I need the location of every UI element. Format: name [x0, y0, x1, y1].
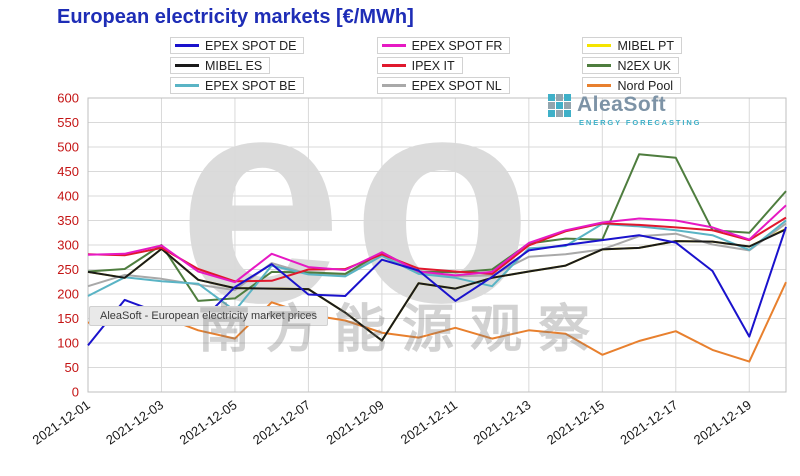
- x-tick-label: 2021-12-13: [470, 397, 533, 447]
- legend-item-n2ex-uk: N2EX UK: [582, 57, 679, 74]
- legend-item-epex-spot-be: EPEX SPOT BE: [170, 77, 304, 94]
- legend-label: EPEX SPOT FR: [411, 38, 503, 53]
- legend-item-epex-spot-nl: EPEX SPOT NL: [376, 77, 510, 94]
- y-tick-label: 50: [65, 360, 79, 375]
- y-tick-label: 150: [57, 311, 79, 326]
- legend-swatch: [587, 44, 612, 47]
- legend-swatch: [381, 64, 406, 67]
- plot-border: [87, 97, 787, 393]
- y-tick-label: 250: [57, 262, 79, 277]
- y-tick-label: 500: [57, 140, 79, 155]
- watermark-cjk: 南方能源观察: [198, 301, 607, 359]
- x-tick-label: 2021-12-09: [324, 397, 387, 447]
- y-tick-label: 300: [57, 238, 79, 253]
- y-tick-label: 100: [57, 336, 79, 351]
- legend-label: MIBEL ES: [205, 58, 263, 73]
- aleasoft-grid-icon: [548, 93, 571, 117]
- legend-label: IPEX IT: [411, 58, 455, 73]
- x-tick-label: 2021-12-19: [691, 397, 754, 447]
- source-note: AleaSoft - European electricity market p…: [89, 306, 329, 326]
- series-line-epex-spot-fr: [87, 204, 787, 284]
- y-tick-label: 450: [57, 164, 79, 179]
- legend-label: EPEX SPOT NL: [411, 78, 502, 93]
- legend-swatch: [175, 44, 199, 47]
- legend-swatch: [381, 84, 406, 87]
- x-tick-label: 2021-12-05: [177, 397, 240, 447]
- series-line-n2ex-uk: [87, 153, 787, 302]
- x-tick-label: 2021-12-07: [250, 397, 313, 447]
- series-line-nord-pool: [87, 281, 787, 363]
- legend-label: EPEX SPOT DE: [205, 38, 297, 53]
- legend-swatch: [175, 84, 199, 87]
- series-line-ipex-it: [87, 216, 787, 283]
- y-tick-label: 200: [57, 287, 79, 302]
- legend-swatch: [587, 64, 612, 67]
- x-tick-label: 2021-12-03: [103, 397, 166, 447]
- y-tick-label: 600: [57, 91, 79, 106]
- x-tick-label: 2021-12-17: [617, 397, 680, 447]
- legend-label: N2EX UK: [617, 58, 671, 73]
- y-tick-label: 0: [72, 385, 79, 400]
- aleasoft-logo-row: AleaSoft: [548, 93, 701, 117]
- legend-swatch: [175, 64, 199, 67]
- x-tick-label: 2021-12-11: [398, 397, 460, 447]
- legend-item-epex-spot-fr: EPEX SPOT FR: [376, 37, 511, 54]
- x-tick-label: 2021-12-01: [30, 397, 93, 447]
- chart-title: European electricity markets [€/MWh]: [57, 6, 414, 28]
- legend-label: EPEX SPOT BE: [205, 78, 296, 93]
- legend: EPEX SPOT DE MIBEL ES EPEX SPOT BE EPEX SPO…: [170, 37, 682, 94]
- legend-swatch: [381, 44, 406, 47]
- series-line-epex-spot-nl: [87, 222, 787, 292]
- y-tick-label: 400: [57, 189, 79, 204]
- legend-item-ipex-it: IPEX IT: [376, 57, 463, 74]
- aleasoft-logo-text: AleaSoft: [577, 93, 667, 116]
- x-tick-label: 2021-12-15: [544, 397, 607, 447]
- legend-item-nord-pool: Nord Pool: [582, 77, 682, 94]
- y-tick-label: 550: [57, 115, 79, 130]
- aleasoft-logo: AleaSoft ENERGY FORECASTING: [548, 93, 701, 127]
- aleasoft-logo-tagline: ENERGY FORECASTING: [579, 118, 702, 127]
- legend-item-mibel-es: MIBEL ES: [170, 57, 271, 74]
- legend-item-mibel-pt: MIBEL PT: [582, 37, 682, 54]
- series-line-epex-spot-be: [87, 219, 787, 312]
- legend-item-epex-spot-de: EPEX SPOT DE: [170, 37, 305, 54]
- y-tick-label: 350: [57, 213, 79, 228]
- legend-swatch: [587, 84, 612, 87]
- legend-label: Nord Pool: [617, 78, 674, 93]
- legend-label: MIBEL PT: [617, 38, 674, 53]
